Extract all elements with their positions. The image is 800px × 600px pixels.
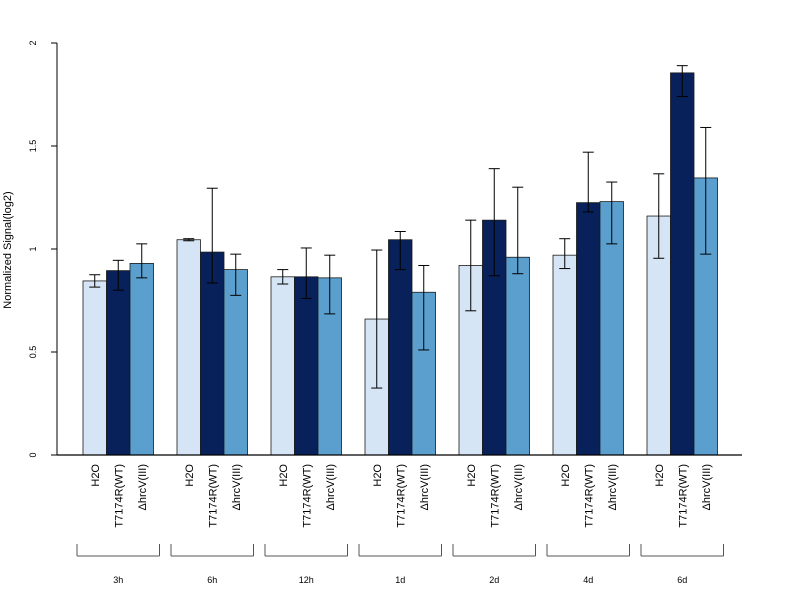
bar-label: H2O	[372, 464, 384, 487]
bar-label: ΔhrcV(III)	[701, 464, 713, 510]
bars	[82, 72, 718, 456]
group-brackets: 3h 6h 12h 1d 2d 4d 6d	[76, 544, 724, 585]
bar	[129, 263, 154, 456]
bar-label: T7174R(WT)	[677, 464, 689, 528]
bar-label: T7174R(WT)	[395, 464, 407, 528]
bar	[270, 276, 295, 456]
group-label: 12h	[299, 575, 314, 585]
bar	[82, 280, 107, 456]
bar-label: ΔhrcV(III)	[513, 464, 525, 510]
y-axis: 0 0.5 1 1.5 2	[28, 40, 58, 458]
bar-label: H2O	[654, 464, 666, 487]
bar-label: H2O	[184, 464, 196, 487]
bar	[670, 72, 695, 456]
y-axis-label: Normalized Signal(log2)	[2, 191, 14, 308]
group-label: 6h	[207, 575, 217, 585]
group-label: 3h	[113, 575, 123, 585]
group-label: 2d	[489, 575, 499, 585]
bar	[576, 202, 601, 456]
bar-label: T7174R(WT)	[113, 464, 125, 528]
bar	[294, 276, 319, 456]
bar	[106, 270, 131, 456]
bar-label: ΔhrcV(III)	[419, 464, 431, 510]
bar-label: H2O	[560, 464, 572, 487]
bar-label: ΔhrcV(III)	[607, 464, 619, 510]
bar-label: H2O	[466, 464, 478, 487]
y-tick-label: 0	[28, 452, 38, 457]
y-tick-label: 0.5	[28, 346, 38, 359]
bar-labels: H2O T7174R(WT) ΔhrcV(III) H2O T7174R(WT) Δhrc…	[90, 464, 713, 528]
bar-label: ΔhrcV(III)	[137, 464, 149, 510]
group-label: 6d	[677, 575, 687, 585]
bar	[552, 254, 577, 456]
y-tick-label: 2	[28, 40, 38, 45]
bar-label: T7174R(WT)	[207, 464, 219, 528]
bar-label: T7174R(WT)	[583, 464, 595, 528]
bar-label: H2O	[278, 464, 290, 487]
bar	[223, 269, 248, 456]
bar	[176, 239, 201, 456]
bar-label: T7174R(WT)	[301, 464, 313, 528]
bar	[388, 239, 413, 456]
group-label: 4d	[583, 575, 593, 585]
group-label: 1d	[395, 575, 405, 585]
bar-label: T7174R(WT)	[489, 464, 501, 528]
bar	[505, 256, 530, 456]
bar-label: ΔhrcV(III)	[325, 464, 337, 510]
y-tick-label: 1	[28, 246, 38, 251]
bar-label: ΔhrcV(III)	[231, 464, 243, 510]
bar-label: H2O	[90, 464, 102, 487]
error-bars	[89, 65, 712, 389]
y-tick-label: 1.5	[28, 140, 38, 153]
